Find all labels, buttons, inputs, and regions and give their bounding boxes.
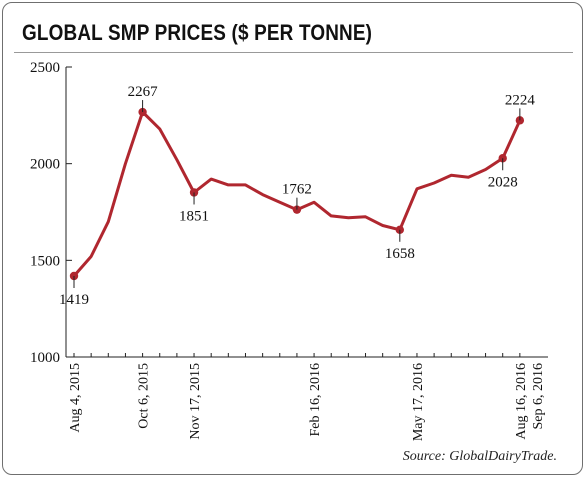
x-axis-ticks: Aug 4, 2015 Oct 6, 2015 Nov 17, 2015 Feb 16…	[68, 353, 546, 441]
data-label: 1762	[282, 182, 312, 198]
chart-title: GLOBAL SMP PRICES ($ PER TONNE)	[22, 20, 373, 45]
data-labels-group: 1419 2267 1851 1762 1658 2028 2224	[59, 84, 535, 308]
x-tick-label: May 17, 2016	[411, 363, 426, 441]
chart-axes	[65, 67, 548, 358]
y-tick-label: 1500	[30, 253, 60, 269]
data-point-marker	[138, 107, 147, 117]
y-axis-ticks: 1000 1500 2000 2500	[30, 60, 72, 366]
title-divider	[14, 52, 573, 53]
data-label: 2224	[505, 92, 536, 108]
data-label: 1658	[385, 246, 415, 262]
x-tick-label: Sep 6, 2016	[531, 363, 546, 430]
x-tick-label: Feb 16, 2016	[308, 363, 323, 437]
x-tick-label: Aug 4, 2015	[68, 363, 83, 433]
data-label: 1419	[59, 292, 89, 308]
y-tick-label: 2500	[30, 60, 60, 76]
x-tick-label: Nov 17, 2015	[188, 363, 203, 440]
data-label: 2267	[128, 84, 159, 100]
data-label: 1851	[179, 208, 209, 224]
x-tick-label: Oct 6, 2015	[137, 363, 152, 429]
source-note: Source: GlobalDairyTrade.	[402, 449, 557, 464]
data-label: 2028	[488, 174, 518, 190]
y-tick-label: 1000	[30, 350, 60, 366]
x-tick-label: Aug 16, 2016	[514, 363, 529, 440]
y-tick-label: 2000	[30, 157, 60, 173]
